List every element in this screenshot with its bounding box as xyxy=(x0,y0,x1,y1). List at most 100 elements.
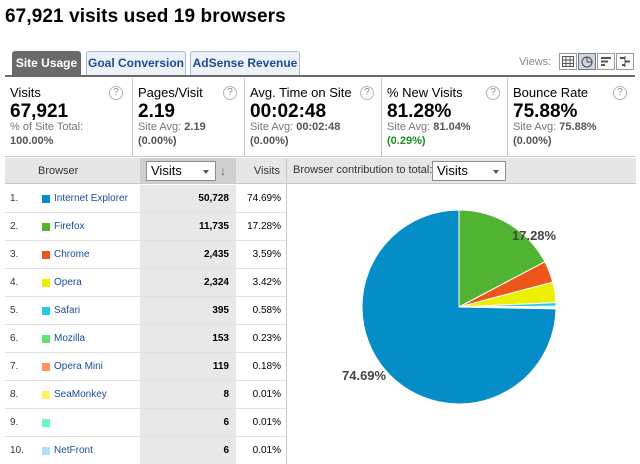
pie-slice[interactable] xyxy=(361,209,557,405)
metric-subtext: Site Avg: 81.04% xyxy=(387,121,471,133)
metric-bounce-rate: Bounce Rate ? 75.88% Site Avg: 75.88% (0… xyxy=(508,78,635,156)
metric-value: 67,921 xyxy=(10,101,69,122)
metric-pages-visit: Pages/Visit ? 2.19 Site Avg: 2.19 (0.00%… xyxy=(133,78,245,156)
visits-percent: 3.59% xyxy=(252,249,281,260)
browser-link[interactable]: Safari xyxy=(54,305,81,316)
pie-view-button[interactable] xyxy=(578,53,596,70)
table-row: 4. Opera 2,324 3.42% xyxy=(5,269,286,297)
metric-value: 75.88% xyxy=(513,101,578,122)
pie-view-icon xyxy=(581,56,593,67)
metrics-summary: Visits ? 67,921 % of Site Total: 100.00%… xyxy=(5,78,635,157)
visits-percent: 0.01% xyxy=(252,389,281,400)
row-number: 6. xyxy=(10,333,19,344)
pie-chart: 17.28% 74.69% xyxy=(342,209,557,405)
browser-link[interactable]: Firefox xyxy=(54,221,85,232)
pie-label-firefox: 17.28% xyxy=(512,228,557,243)
metric-comparison: (0.29%) xyxy=(387,135,426,147)
bar-view-button[interactable] xyxy=(597,53,615,70)
browser-link[interactable]: NetFront xyxy=(54,445,93,456)
table-view-button[interactable] xyxy=(559,53,577,70)
chevron-down-icon xyxy=(203,170,209,174)
tab-site-usage[interactable]: Site Usage xyxy=(12,51,81,76)
metric-label: Pages/Visit xyxy=(138,85,203,100)
browser-link[interactable]: Mozilla xyxy=(54,333,86,344)
metric-label: % New Visits xyxy=(387,85,463,100)
visits-value: 2,324 xyxy=(140,269,236,296)
help-icon[interactable]: ? xyxy=(360,86,374,100)
metric-visits: Visits ? 67,921 % of Site Total: 100.00% xyxy=(5,78,133,156)
comparison-view-button[interactable] xyxy=(616,53,634,70)
help-icon[interactable]: ? xyxy=(109,86,123,100)
chevron-down-icon xyxy=(493,170,499,174)
series-color-swatch xyxy=(42,279,50,287)
series-color-swatch xyxy=(42,391,50,399)
table-row: 2. Firefox 11,735 17.28% xyxy=(5,213,286,241)
metric-comparison: (0.00%) xyxy=(138,135,177,147)
tab-goal-conversion[interactable]: Goal Conversion xyxy=(86,51,186,76)
help-icon[interactable]: ? xyxy=(486,86,500,100)
column-header-browser: Browser xyxy=(5,158,140,184)
series-color-swatch xyxy=(42,195,50,203)
visits-value: 6 xyxy=(140,409,236,436)
help-icon[interactable]: ? xyxy=(613,86,627,100)
metric-value: 00:02:48 xyxy=(250,101,327,122)
metric-subtext: Site Avg: 75.88% xyxy=(513,121,597,133)
metric-select[interactable]: Visits xyxy=(146,161,216,181)
table-row: 7. Opera Mini 119 0.18% xyxy=(5,353,286,381)
visits-percent: 0.58% xyxy=(252,305,281,316)
row-number: 1. xyxy=(10,193,19,204)
tab-adsense-revenue[interactable]: AdSense Revenue xyxy=(190,51,300,76)
table-row: 8. SeaMonkey 8 0.01% xyxy=(5,381,286,409)
row-number: 10. xyxy=(10,445,24,456)
page-title: 67,921 visits used 19 browsers xyxy=(5,6,286,27)
metric-label: Bounce Rate xyxy=(513,85,589,100)
chart-metric-select[interactable]: Visits xyxy=(432,161,506,181)
visits-percent: 3.42% xyxy=(252,277,281,288)
sort-down-icon[interactable]: ↓ xyxy=(220,164,226,178)
tab-divider xyxy=(5,75,635,77)
table-row: 3. Chrome 2,435 3.59% xyxy=(5,241,286,269)
comparison-view-icon xyxy=(620,56,630,67)
browser-link[interactable]: Chrome xyxy=(54,249,90,260)
row-number: 2. xyxy=(10,221,19,232)
chart-header: Browser contribution to total: Visits xyxy=(287,158,636,184)
table-row: 9. 6 0.01% xyxy=(5,409,286,437)
metric-comparison: (0.00%) xyxy=(250,135,289,147)
visits-value: 8 xyxy=(140,381,236,408)
browser-table: Browser Visits ↓ Visits 1. Internet Explo… xyxy=(5,158,286,464)
table-view-icon xyxy=(562,56,574,67)
row-number: 7. xyxy=(10,361,19,372)
bar-view-icon xyxy=(601,57,611,66)
series-color-swatch xyxy=(42,251,50,259)
column-header-visits: Visits xyxy=(236,158,286,184)
row-number: 3. xyxy=(10,249,19,260)
browser-link[interactable]: Opera Mini xyxy=(54,361,103,372)
pie-slice[interactable] xyxy=(458,209,546,308)
table-row: 5. Safari 395 0.58% xyxy=(5,297,286,325)
table-row: 6. Mozilla 153 0.23% xyxy=(5,325,286,353)
visits-percent: 0.23% xyxy=(252,333,281,344)
visits-value: 11,735 xyxy=(140,213,236,240)
series-color-swatch xyxy=(42,363,50,371)
visits-percent: 0.18% xyxy=(252,361,281,372)
series-color-swatch xyxy=(42,447,50,455)
row-number: 5. xyxy=(10,305,19,316)
browser-link[interactable]: SeaMonkey xyxy=(54,389,107,400)
pie-chart-panel: Browser contribution to total: Visits 17… xyxy=(286,158,636,464)
metric-value: 81.28% xyxy=(387,101,452,122)
visits-percent: 17.28% xyxy=(247,221,281,232)
visits-percent: 0.01% xyxy=(252,445,281,456)
browser-link[interactable]: Internet Explorer xyxy=(54,193,128,204)
metric-comparison: 100.00% xyxy=(10,135,54,147)
metric-avg-time: Avg. Time on Site ? 00:02:48 Site Avg: 0… xyxy=(245,78,382,156)
metric-comparison: (0.00%) xyxy=(513,135,552,147)
browser-link[interactable]: Opera xyxy=(54,277,82,288)
row-number: 9. xyxy=(10,417,19,428)
help-icon[interactable]: ? xyxy=(223,86,237,100)
metric-subtext: Site Avg: 00:02:48 xyxy=(250,121,341,133)
visits-value: 395 xyxy=(140,297,236,324)
visits-value: 119 xyxy=(140,353,236,380)
visits-value: 2,435 xyxy=(140,241,236,268)
metric-subtext: Site Avg: 2.19 xyxy=(138,121,206,133)
row-number: 4. xyxy=(10,277,19,288)
